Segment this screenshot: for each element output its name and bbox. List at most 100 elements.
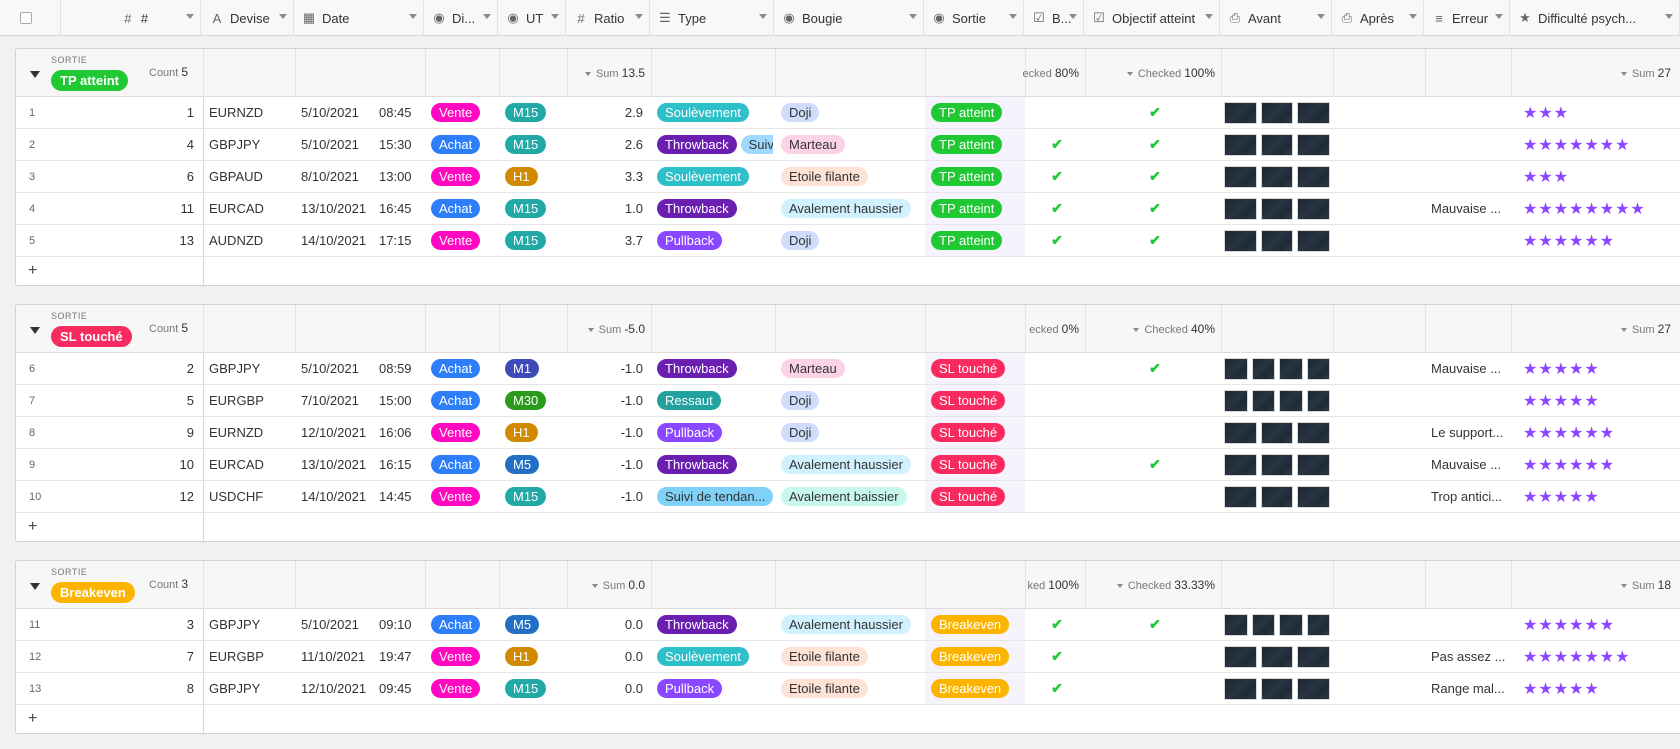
table-row[interactable]: 2 4 GBPJPY 5/10/2021 15:30 Achat M15 2.6 Throwba… xyxy=(16,129,1680,161)
dir-tag[interactable]: Achat xyxy=(431,615,481,634)
cell-devise[interactable]: EURNZD xyxy=(209,105,264,120)
cell-apres[interactable] xyxy=(1336,353,1426,384)
column-header-8[interactable]: ◉ Sortie xyxy=(924,0,1024,36)
chevron-down-icon[interactable] xyxy=(279,14,287,19)
chart-thumbnail[interactable] xyxy=(1260,453,1294,476)
cell-ut[interactable]: H1 xyxy=(505,417,565,448)
cell-type[interactable]: Throwback xyxy=(657,193,773,224)
bougie-tag[interactable]: Avalement baissier xyxy=(781,487,907,506)
column-header-1[interactable]: A Devise xyxy=(202,0,294,36)
cell-erreur[interactable]: Pas assez ... xyxy=(1431,649,1506,664)
rating-stars[interactable]: ★★★★★ xyxy=(1523,488,1600,506)
cell-bougie[interactable]: Etoile filante xyxy=(781,161,923,192)
cell-obj[interactable] xyxy=(1091,641,1219,672)
chevron-down-icon[interactable] xyxy=(1409,14,1417,19)
cell-ratio[interactable]: -1.0 xyxy=(620,393,643,408)
cell-avant[interactable] xyxy=(1224,481,1334,512)
table-row[interactable]: 13 8 GBPJPY 12/10/2021 09:45 Vente M15 0.0 Pullb… xyxy=(16,673,1680,705)
cell-type[interactable]: Pullback xyxy=(657,673,773,704)
ratio-sum[interactable]: Sum 13.5 xyxy=(584,66,645,80)
bougie-tag[interactable]: Avalement haussier xyxy=(781,615,911,634)
plus-icon[interactable]: + xyxy=(28,710,38,727)
type-tag[interactable]: Throwback xyxy=(657,455,737,474)
cell-avant[interactable] xyxy=(1224,161,1334,192)
cell-erreur[interactable]: Trop antici... xyxy=(1431,489,1503,504)
cell-devise[interactable]: GBPJPY xyxy=(209,681,261,696)
cell-type[interactable]: ThrowbackSuivi xyxy=(657,129,773,160)
cell-sortie[interactable]: Breakeven xyxy=(931,641,1023,672)
ut-tag[interactable]: M15 xyxy=(505,199,547,218)
cell-date[interactable]: 5/10/2021 08:59 xyxy=(301,353,423,384)
cell-apres[interactable] xyxy=(1336,385,1426,416)
cell-devise[interactable]: USDCHF xyxy=(209,489,264,504)
cell-date[interactable]: 12/10/2021 16:06 xyxy=(301,417,423,448)
cell-b[interactable]: ✔ xyxy=(1031,609,1083,640)
cell-sortie[interactable]: TP atteint xyxy=(931,129,1023,160)
cell-avant[interactable] xyxy=(1224,353,1334,384)
cell-stars[interactable]: ★★★★★ xyxy=(1517,353,1679,384)
chart-thumbnail[interactable] xyxy=(1297,165,1331,188)
cell-sortie[interactable]: SL touché xyxy=(931,353,1023,384)
column-header-10[interactable]: ☑ Objectif atteint xyxy=(1084,0,1220,36)
cell-date[interactable]: 7/10/2021 15:00 xyxy=(301,385,423,416)
cell-date[interactable]: 14/10/2021 14:45 xyxy=(301,481,423,512)
dir-tag[interactable]: Vente xyxy=(431,231,481,250)
cell-id[interactable]: 10 xyxy=(179,457,194,472)
cell-erreur[interactable]: Mauvaise ... xyxy=(1431,457,1502,472)
cell-erreur[interactable] xyxy=(1431,129,1509,160)
type-tag[interactable]: Throwback xyxy=(657,615,737,634)
cell-sortie[interactable]: Breakeven xyxy=(931,609,1023,640)
rating-stars[interactable]: ★★★★★★ xyxy=(1523,456,1616,474)
cell-b[interactable]: ✔ xyxy=(1031,673,1083,704)
cell-bougie[interactable]: Avalement haussier xyxy=(781,449,923,480)
cell-b[interactable]: ✔ xyxy=(1031,641,1083,672)
cell-ut[interactable]: M15 xyxy=(505,481,565,512)
bougie-tag[interactable]: Etoile filante xyxy=(781,679,868,698)
cell-b[interactable] xyxy=(1031,481,1083,512)
cell-stars[interactable]: ★★★★★ xyxy=(1517,673,1679,704)
cell-dir[interactable]: Vente xyxy=(431,417,497,448)
cell-sortie[interactable]: SL touché xyxy=(931,449,1023,480)
cell-id[interactable]: 13 xyxy=(179,233,194,248)
cell-sortie[interactable]: TP atteint xyxy=(931,225,1023,256)
checkmark-icon[interactable]: ✔ xyxy=(1149,360,1161,376)
cell-apres[interactable] xyxy=(1336,97,1426,128)
cell-type[interactable]: Pullback xyxy=(657,225,773,256)
cell-apres[interactable] xyxy=(1336,225,1426,256)
column-header-13[interactable]: ≡ Erreur xyxy=(1424,0,1510,36)
sortie-tag[interactable]: SL touché xyxy=(931,487,1006,506)
cell-devise[interactable]: EURGBP xyxy=(209,393,264,408)
type-tag[interactable]: Suivi de tendan... xyxy=(657,487,773,506)
cell-date[interactable]: 11/10/2021 19:47 xyxy=(301,641,423,672)
cell-id[interactable]: 5 xyxy=(186,393,194,408)
cell-erreur[interactable] xyxy=(1431,97,1509,128)
column-header-2[interactable]: ▦ Date xyxy=(294,0,424,36)
checkmark-icon[interactable]: ✔ xyxy=(1149,136,1161,152)
chart-thumbnail[interactable] xyxy=(1279,357,1303,380)
difficulty-sum[interactable]: Sum 27 xyxy=(1620,322,1671,336)
cell-b[interactable]: ✔ xyxy=(1031,129,1083,160)
cell-apres[interactable] xyxy=(1336,641,1426,672)
cell-apres[interactable] xyxy=(1336,449,1426,480)
cell-ut[interactable]: M15 xyxy=(505,225,565,256)
ut-tag[interactable]: M15 xyxy=(505,487,547,506)
chart-thumbnail[interactable] xyxy=(1279,613,1303,636)
cell-avant[interactable] xyxy=(1224,609,1334,640)
sortie-tag[interactable]: TP atteint xyxy=(931,167,1003,186)
cell-devise[interactable]: EURNZD xyxy=(209,425,264,440)
plus-icon[interactable]: + xyxy=(28,518,38,535)
ut-tag[interactable]: M30 xyxy=(505,391,547,410)
rating-stars[interactable]: ★★★★★★★ xyxy=(1523,648,1631,666)
chevron-down-icon[interactable] xyxy=(1665,14,1673,19)
cell-ratio[interactable]: 1.0 xyxy=(624,201,643,216)
chart-thumbnail[interactable] xyxy=(1251,357,1275,380)
chart-thumbnail[interactable] xyxy=(1260,101,1294,124)
column-header-3[interactable]: ◉ Di... xyxy=(424,0,498,36)
cell-obj[interactable]: ✔ xyxy=(1091,97,1219,128)
chevron-down-icon[interactable] xyxy=(1495,14,1503,19)
ut-tag[interactable]: M1 xyxy=(505,359,540,378)
cell-ratio[interactable]: 2.6 xyxy=(624,137,643,152)
cell-sortie[interactable]: SL touché xyxy=(931,481,1023,512)
rating-stars[interactable]: ★★★★★★★ xyxy=(1523,136,1631,154)
chart-thumbnail[interactable] xyxy=(1224,645,1257,668)
